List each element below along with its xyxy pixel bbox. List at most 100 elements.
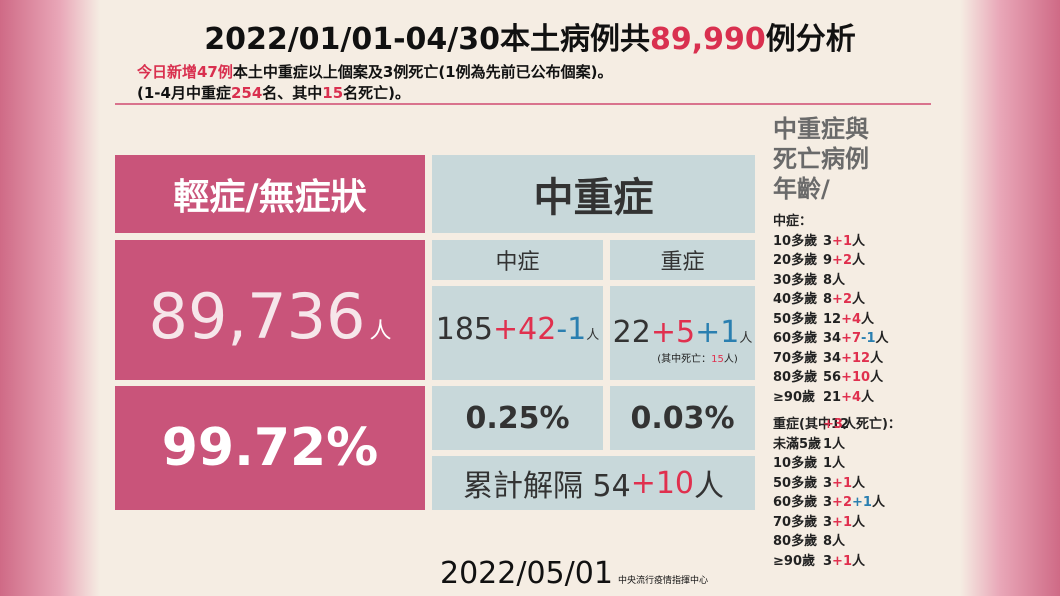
text-segment: -1 (556, 312, 587, 347)
text-segment: 人 (870, 370, 884, 385)
text-segment: +10 (841, 370, 871, 385)
text-segment: 50多歲 (773, 311, 818, 327)
text-segment: 人死亡)： (842, 417, 901, 432)
list: 未滿5歲 1人 10多歲 1人 50多歲 3+1人 60多歲 3+2+1人 70多歲 3+1人 80… (773, 435, 901, 572)
text-segment: 70多歲 (773, 350, 818, 366)
text-segment: 人 (875, 331, 889, 346)
text-segment: 60多歲 (773, 495, 818, 510)
text-segment: 21 (823, 389, 842, 405)
text-segment: 1人 (823, 436, 846, 452)
text-segment: +2 (832, 292, 852, 307)
text-segment: +1 (695, 315, 740, 350)
text-segment: 3 (823, 514, 833, 530)
list-row: 70多歲 3+1人 (773, 513, 901, 533)
text-segment: +12 (841, 350, 871, 366)
text-segment: 3 (823, 553, 833, 569)
text-segment: 8人 (823, 272, 846, 288)
text-segment: +4 (841, 311, 862, 327)
text-segment: 34 (823, 331, 842, 346)
list: 10多歲 3+1人 20多歲 9+2人 30多歲 8人 40多歲 8+2人 50多歲 12+4人 6… (773, 232, 901, 408)
list-row: 50多歲 12+4人 (773, 310, 901, 330)
text-segment: 本土中重症以上個案及3例死亡(1例為先前已公布個案)。 (232, 63, 613, 81)
text-segment: 人 (586, 328, 600, 343)
text-segment: +1 (832, 475, 852, 491)
text-segment: +1 (832, 553, 852, 569)
list-row: 70多歲 34+12人 (773, 349, 901, 369)
text-segment: 人 (852, 553, 866, 569)
list-row: 未滿5歲 1人 (773, 435, 901, 455)
text-segment: 名死亡)。 (343, 84, 411, 102)
divider (115, 103, 931, 105)
text-segment: 15 (322, 84, 344, 102)
sub-header: 重症 (610, 240, 755, 280)
count: 89,736 (148, 280, 366, 353)
text-segment: 今日新增47例 (137, 63, 233, 81)
list-row: ≥90歲 21+4人 (773, 388, 901, 408)
text-segment: -1 (861, 331, 876, 346)
text-segment: 中症： (773, 214, 813, 229)
text-segment: 例分析 (765, 22, 856, 57)
text-segment: 185 (435, 312, 493, 347)
heading-line: 年齡/ (773, 175, 830, 203)
text-segment: 10多歲 (773, 456, 818, 471)
list-row: 80多歲 56+10人 (773, 368, 901, 388)
text-segment: 名、其中 (262, 84, 323, 102)
text-segment: 未滿5歲 (773, 436, 822, 452)
critical-ratio: 0.03% (610, 386, 755, 450)
text-segment: (1-4月中重症 (137, 84, 231, 102)
text-segment: 3 (823, 475, 833, 491)
mild-header: 輕症/無症狀 (115, 155, 425, 233)
severe-header: 中重症 (432, 155, 755, 233)
critical-count: 22+5+1人 (其中死亡：15人) (610, 286, 755, 380)
title: 2022/01/01-04/30本土病例共89,990例分析 (0, 14, 1060, 58)
text-segment: 3 (823, 233, 833, 249)
unit: 人 (369, 319, 392, 344)
text-segment: (其中死亡： (657, 354, 712, 365)
text-segment: ≥90歲 (773, 553, 815, 569)
list-row: 10多歲 1人 (773, 454, 901, 474)
text-segment: 人 (852, 253, 866, 268)
list-label: 重症(其中12+3人死亡)： (773, 415, 901, 435)
text-segment: 30多歲 (773, 272, 818, 288)
agency: 中央流行疫情指揮中心 (618, 576, 709, 586)
heading-line: 死亡病例 (773, 145, 869, 173)
text-segment: 70多歲 (773, 514, 818, 530)
text-segment: +1 (832, 233, 852, 249)
text-segment: 80多歲 (773, 370, 818, 385)
list-row: 10多歲 3+1人 (773, 232, 901, 252)
text-segment: +1 (852, 495, 872, 510)
list-label: 中症： (773, 212, 901, 232)
text-segment: 人 (694, 469, 725, 504)
text-segment: +42 (493, 312, 557, 347)
side-list: 中症： 10多歲 3+1人 20多歲 9+2人 30多歲 8人 40多歲 8+2人 50多歲 12… (773, 212, 901, 571)
text-segment: 8 (823, 292, 833, 307)
side-heading: 中重症與 死亡病例 年齡/ (773, 114, 869, 204)
text-segment: 人) (723, 354, 738, 365)
mild-ratio: 99.72% (115, 386, 425, 510)
list-row: 60多歲 34+7-1人 (773, 329, 901, 349)
text-segment: 89,990 (650, 22, 766, 57)
text-segment: 累計解隔 54 (462, 469, 631, 504)
released: 累計解隔 54 +10 人 (432, 456, 755, 510)
text-segment: +10 (630, 465, 695, 501)
text-segment: 9 (823, 253, 833, 268)
text-segment: 254 (230, 84, 263, 102)
text-segment: 人 (861, 311, 875, 327)
note-line: (1-4月中重症254名、其中15名死亡)。 (137, 82, 410, 103)
text-segment: 人 (739, 331, 753, 346)
text-segment: ≥90歲 (773, 389, 815, 405)
text-segment: 人 (852, 475, 866, 491)
text-segment: 2022/01/01-04/30本土病例共 (204, 22, 651, 57)
list-row: 50多歲 3+1人 (773, 474, 901, 494)
text-segment: 人 (852, 292, 866, 307)
date: 2022/05/01 (440, 556, 613, 591)
heading-line: 中重症與 (773, 115, 869, 143)
text-segment: 60多歲 (773, 331, 818, 346)
list-row: 40多歲 8+2人 (773, 290, 901, 310)
text-segment: 10多歲 (773, 233, 818, 249)
text-segment: 8人 (823, 534, 846, 549)
text-segment: 人 (852, 514, 866, 530)
text-segment: 56 (823, 370, 842, 385)
text-segment: 1人 (823, 456, 846, 471)
